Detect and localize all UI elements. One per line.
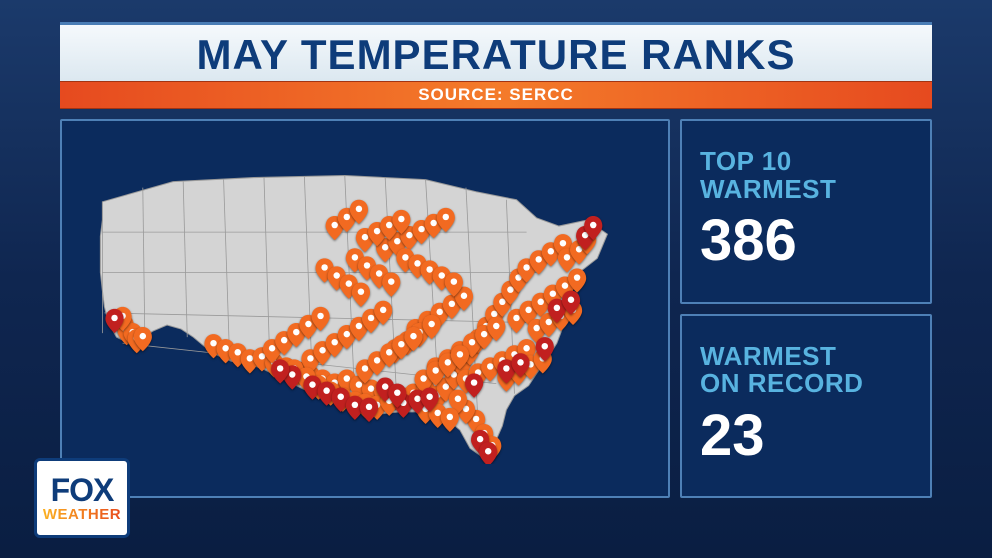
stat-value: 386 xyxy=(700,207,912,274)
us-map xyxy=(62,121,668,464)
stat-warmest-on-record: WARMEST ON RECORD 23 xyxy=(680,314,932,499)
us-map-panel xyxy=(60,119,670,498)
stat-value: 23 xyxy=(700,402,912,469)
map-pin-icon xyxy=(360,398,378,422)
stat-top10-warmest: TOP 10 WARMEST 386 xyxy=(680,119,932,304)
logo-text-fox: FOX xyxy=(51,474,114,506)
page-title: MAY TEMPERATURE RANKS xyxy=(60,31,932,79)
source-bar: SOURCE: SERCC xyxy=(60,81,932,109)
map-pin-icon xyxy=(479,442,497,464)
stats-column: TOP 10 WARMEST 386 WARMEST ON RECORD 23 xyxy=(680,119,932,498)
logo-text-weather: WEATHER xyxy=(43,506,121,523)
stat-label: TOP 10 WARMEST xyxy=(700,148,912,203)
stat-label: WARMEST ON RECORD xyxy=(700,343,912,398)
title-bar: MAY TEMPERATURE RANKS xyxy=(60,22,932,81)
content-row: TOP 10 WARMEST 386 WARMEST ON RECORD 23 xyxy=(60,119,932,498)
fox-weather-logo: FOX WEATHER xyxy=(34,458,130,538)
map-pin-icon xyxy=(441,408,459,432)
